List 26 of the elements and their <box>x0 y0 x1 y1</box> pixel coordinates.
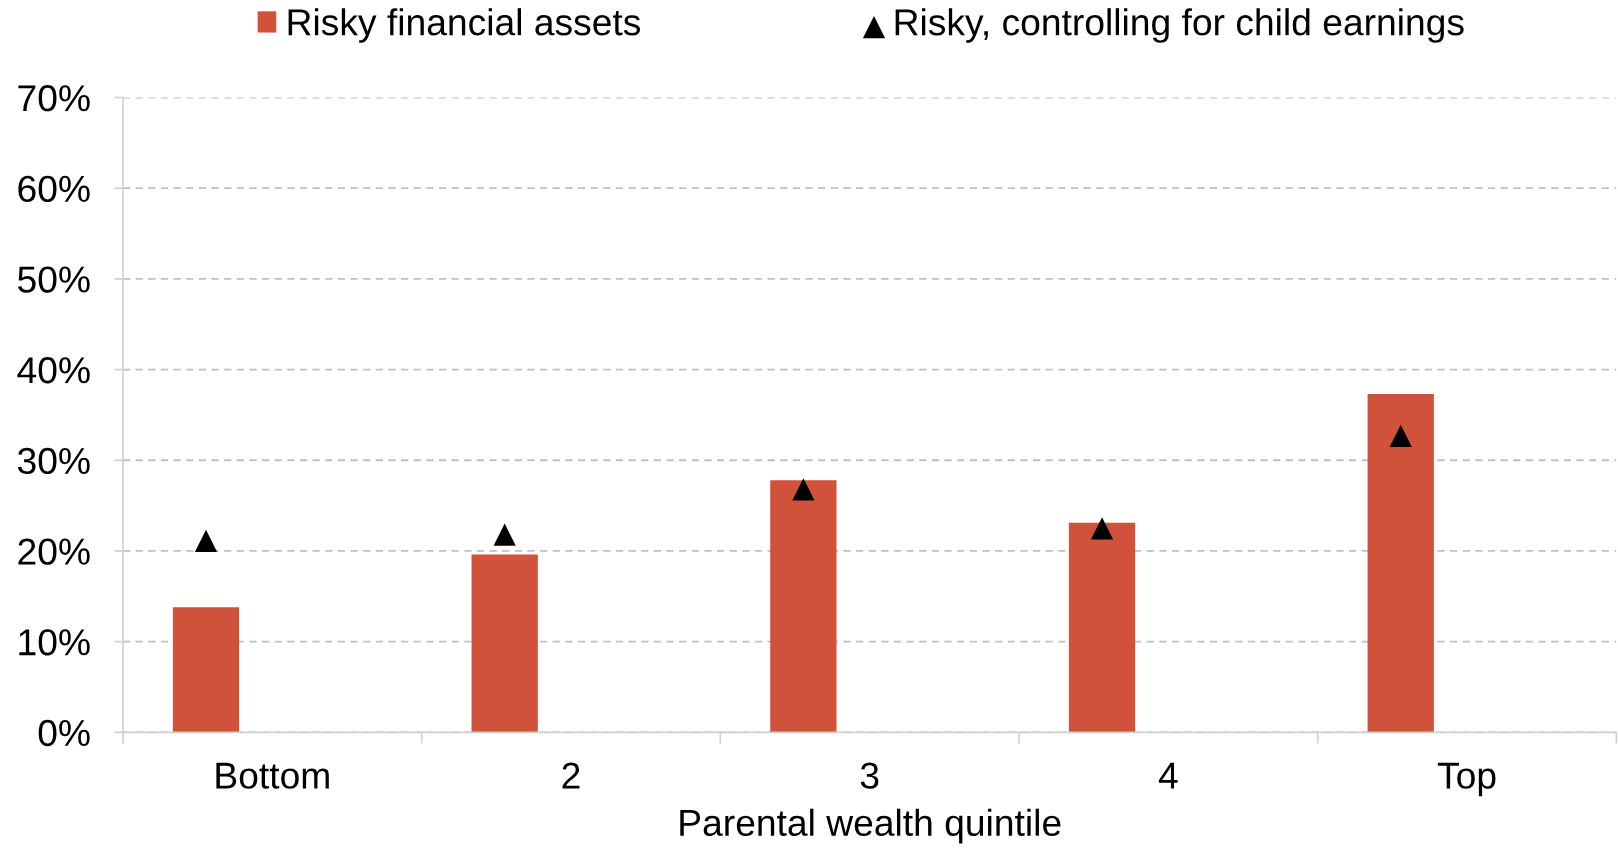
y-tick-label: 70% <box>18 85 90 112</box>
bar <box>172 607 240 733</box>
point <box>792 478 815 501</box>
x-tick-label: Bottom <box>216 762 329 789</box>
legend-label: Risky, controlling for child earnings <box>895 8 1464 43</box>
bar <box>471 554 538 733</box>
x-tick-label: 4 <box>1158 762 1178 789</box>
point <box>493 523 516 546</box>
x-tick-label: 3 <box>860 762 879 789</box>
point <box>1389 424 1412 447</box>
y-tick-label: 0% <box>38 719 90 747</box>
point <box>194 529 218 553</box>
legend-label: Risky financial assets <box>288 8 641 43</box>
x-axis-title: Parental wealth quintile <box>680 808 1061 844</box>
y-tick-label: 60% <box>18 175 90 203</box>
y-tick-label: 20% <box>18 538 90 565</box>
x-tick-label: 2 <box>562 762 580 789</box>
x-tick-label: Top <box>1437 762 1496 797</box>
y-tick-label: 50% <box>18 266 90 293</box>
y-tick-label: 30% <box>17 447 90 475</box>
bar <box>1367 394 1434 733</box>
y-tick-label: 10% <box>19 629 90 656</box>
bar <box>1068 522 1136 733</box>
bar <box>770 480 837 733</box>
point <box>1090 517 1114 540</box>
y-tick-label: 40% <box>17 357 90 384</box>
